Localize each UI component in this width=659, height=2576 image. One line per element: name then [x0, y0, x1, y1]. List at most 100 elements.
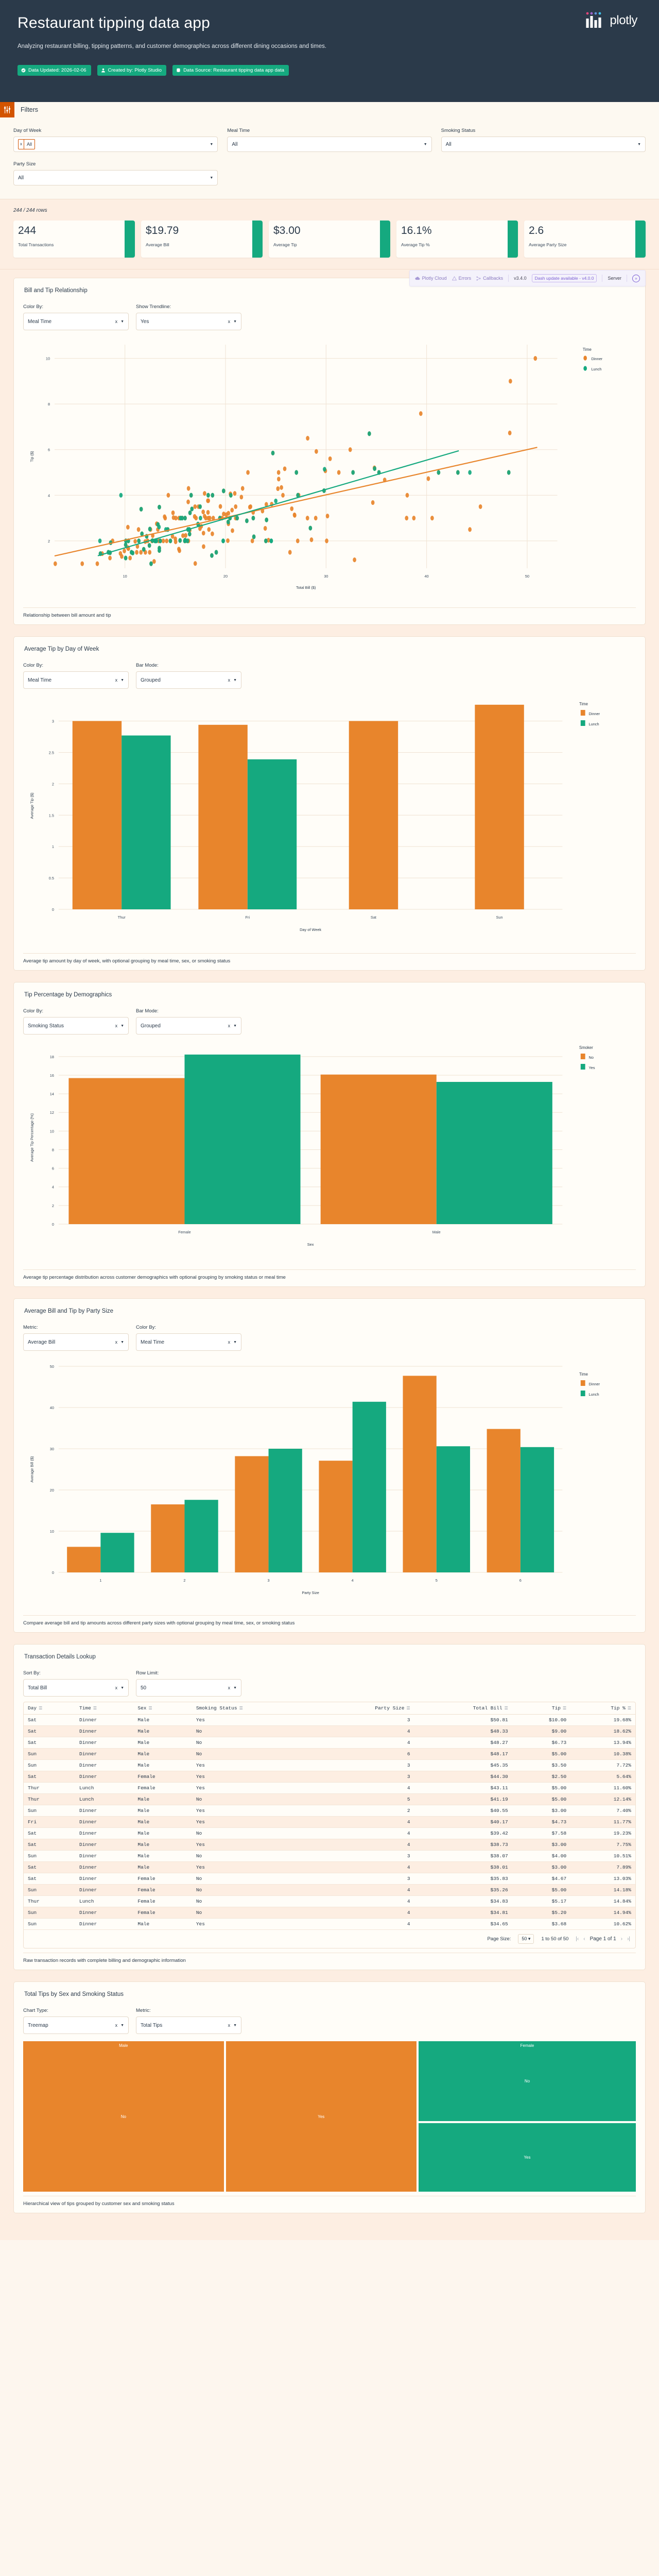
smoking-status-select[interactable]: All ▼: [441, 137, 646, 152]
errors-link[interactable]: Errors: [452, 276, 471, 281]
chevron-down-icon[interactable]: ▼: [120, 1340, 124, 1344]
column-filter-icon[interactable]: ☰: [406, 1706, 410, 1711]
dash-devtools-toolbar[interactable]: Plotly Cloud Errors Callbacks v3.4.0 Das…: [409, 270, 646, 286]
treemap-plot[interactable]: Male No Yes Female No Yes: [23, 2041, 636, 2192]
partysize-color-by-select[interactable]: Meal Time x ▼: [136, 1333, 241, 1351]
treemap-metric-select[interactable]: Total Tips x ▼: [136, 2016, 241, 2034]
table-row[interactable]: Thur Lunch Male No 5 $41.19 $5.00 12.14%: [24, 1793, 635, 1805]
table-row[interactable]: Sat Dinner Female No 3 $35.83 $4.67 13.03%: [24, 1873, 635, 1885]
table-row[interactable]: Sat Dinner Male Yes 4 $38.73 $3.00 7.75%: [24, 1839, 635, 1851]
tippct-bar-mode-select[interactable]: Grouped x ▼: [136, 1017, 241, 1035]
column-filter-icon[interactable]: ☰: [239, 1706, 243, 1711]
clear-icon[interactable]: x: [228, 1340, 231, 1345]
table-header-time[interactable]: Time ☰: [75, 1702, 134, 1715]
treemap-tile-male-yes[interactable]: Yes: [226, 2041, 417, 2192]
devtools-server-label[interactable]: Server: [608, 276, 621, 281]
last-page-icon[interactable]: ›|: [627, 1936, 630, 1942]
scatter-plot[interactable]: 2 4 6 8 10 10 20 30 40 50 Total Bill ($) Tip ($) Tim…: [23, 335, 636, 603]
scatter-color-by-select[interactable]: Meal Time x ▼: [23, 313, 129, 330]
partysize-metric-select[interactable]: Average Bill x ▼: [23, 1333, 129, 1351]
chevron-down-icon[interactable]: ▼: [210, 176, 214, 180]
treemap-tile-male-no[interactable]: Male No: [23, 2041, 224, 2192]
table-header-smoking-status[interactable]: Smoking Status ☰: [192, 1702, 317, 1715]
chevron-down-icon[interactable]: ▼: [120, 319, 124, 324]
chevron-down-icon[interactable]: ▼: [120, 678, 124, 682]
column-filter-icon[interactable]: ☰: [148, 1706, 152, 1711]
scatter-trendline-select[interactable]: Yes x ▼: [136, 313, 241, 330]
devtools-collapse-icon[interactable]: »: [632, 274, 640, 282]
clear-icon[interactable]: x: [115, 319, 118, 324]
table-header-sex[interactable]: Sex ☰: [133, 1702, 192, 1715]
first-page-icon[interactable]: |‹: [576, 1936, 579, 1942]
chevron-down-icon[interactable]: ▼: [233, 678, 237, 682]
plotly-cloud-link[interactable]: Plotly Cloud: [415, 276, 447, 281]
table-row[interactable]: Fri Dinner Male Yes 4 $40.17 $4.73 11.77%: [24, 1816, 635, 1828]
treemap-chart-type-select[interactable]: Treemap x ▼: [23, 2016, 129, 2034]
table-header-tip-[interactable]: Tip % ☰: [570, 1702, 635, 1715]
bar-plot-party-size[interactable]: 0 10 20 30 40 50 1 2 3 4 5 6 Party Size Average Bill …: [23, 1356, 636, 1611]
treemap-tile-female-no[interactable]: Female No: [418, 2041, 636, 2121]
clear-icon[interactable]: x: [115, 1023, 118, 1028]
tipday-color-by-select[interactable]: Meal Time x ▼: [23, 671, 129, 689]
chevron-down-icon[interactable]: ▼: [120, 1686, 124, 1690]
table-row[interactable]: Sat Dinner Male No 4 $39.42 $7.58 19.23%: [24, 1827, 635, 1839]
clear-icon[interactable]: x: [228, 677, 231, 683]
column-filter-icon[interactable]: ☰: [627, 1706, 631, 1711]
table-row[interactable]: Sun Dinner Female No 4 $35.26 $5.00 14.18%: [24, 1884, 635, 1896]
table-row[interactable]: Sun Dinner Male Yes 4 $34.65 $3.68 10.62%: [24, 1918, 635, 1930]
table-row[interactable]: Sun Dinner Male No 3 $38.07 $4.00 10.51%: [24, 1850, 635, 1862]
tippct-color-by-select[interactable]: Smoking Status x ▼: [23, 1017, 129, 1035]
column-filter-icon[interactable]: ☰: [504, 1706, 508, 1711]
clear-icon[interactable]: x: [228, 319, 231, 324]
clear-icon[interactable]: x: [228, 1685, 231, 1690]
tipday-bar-mode-select[interactable]: Grouped x ▼: [136, 671, 241, 689]
table-header-total-bill[interactable]: Total Bill ☰: [414, 1702, 512, 1715]
dash-update-notice[interactable]: Dash update available - v4.0.0: [531, 274, 597, 282]
meal-time-select[interactable]: All ▼: [227, 137, 432, 152]
bar-plot-tip-by-day[interactable]: 0 0.5 1 1.5 2 2.5 3 Thur Fri Sat Sun Day of Week Ave…: [23, 694, 636, 949]
column-filter-icon[interactable]: ☰: [93, 1706, 97, 1711]
treemap-group-male[interactable]: Male No Yes: [23, 2041, 417, 2192]
chevron-down-icon[interactable]: ▼: [120, 1024, 124, 1028]
table-row[interactable]: Sun Dinner Male No 6 $48.17 $5.00 10.38%: [24, 1748, 635, 1760]
clear-icon[interactable]: x: [228, 2023, 231, 2028]
prev-page-icon[interactable]: ‹: [583, 1936, 585, 1942]
selected-chip[interactable]: x All: [18, 139, 36, 149]
treemap-group-female[interactable]: Female No Yes: [418, 2041, 636, 2192]
table-row[interactable]: Sat Dinner Male Yes 3 $50.81 $10.00 19.68%: [24, 1714, 635, 1726]
chip-remove-icon[interactable]: x: [19, 140, 24, 149]
chevron-down-icon[interactable]: ▼: [233, 319, 237, 324]
column-filter-icon[interactable]: ☰: [562, 1706, 567, 1711]
chevron-down-icon[interactable]: ▼: [210, 142, 214, 146]
party-size-select[interactable]: All ▼: [13, 170, 218, 185]
table-row[interactable]: Sun Dinner Male Yes 2 $40.55 $3.00 7.40%: [24, 1805, 635, 1817]
chevron-down-icon[interactable]: ▼: [233, 1340, 237, 1344]
table-row[interactable]: Sat Dinner Male No 4 $48.33 $9.00 18.62%: [24, 1725, 635, 1737]
clear-icon[interactable]: x: [228, 1023, 231, 1028]
callbacks-link[interactable]: Callbacks: [476, 276, 503, 281]
table-row[interactable]: Sat Dinner Female Yes 3 $44.30 $2.50 5.64%: [24, 1771, 635, 1783]
column-filter-icon[interactable]: ☰: [39, 1706, 43, 1711]
clear-icon[interactable]: x: [115, 1340, 118, 1345]
table-row[interactable]: Sun Dinner Female No 4 $34.81 $5.20 14.94%: [24, 1907, 635, 1919]
chevron-down-icon[interactable]: ▼: [423, 142, 427, 146]
table-row[interactable]: Sun Dinner Male Yes 3 $45.35 $3.50 7.72%: [24, 1759, 635, 1771]
clear-icon[interactable]: x: [115, 677, 118, 683]
table-header-party-size[interactable]: Party Size ☰: [316, 1702, 414, 1715]
chevron-down-icon[interactable]: ▼: [120, 2023, 124, 2027]
table-row-limit-select[interactable]: 50 x ▼: [136, 1679, 241, 1697]
chevron-down-icon[interactable]: ▼: [233, 1024, 237, 1028]
table-header-tip[interactable]: Tip ☰: [512, 1702, 571, 1715]
day-of-week-select[interactable]: x All ▼: [13, 137, 218, 152]
bar-plot-tip-pct[interactable]: 0 2 4 6 8 10 12 14 16 18 Female Male Sex Average Tip …: [23, 1040, 636, 1265]
table-header-day[interactable]: Day ☰: [24, 1702, 75, 1715]
next-page-icon[interactable]: ›: [620, 1936, 623, 1942]
table-row[interactable]: Thur Lunch Female Yes 4 $43.11 $5.00 11.60%: [24, 1782, 635, 1794]
page-size-select[interactable]: 50 ▾: [518, 1934, 534, 1944]
chevron-down-icon[interactable]: ▼: [233, 2023, 237, 2027]
treemap-tile-female-yes[interactable]: Yes: [418, 2123, 636, 2192]
clear-icon[interactable]: x: [115, 2023, 118, 2028]
clear-icon[interactable]: x: [115, 1685, 118, 1690]
chevron-down-icon[interactable]: ▼: [233, 1686, 237, 1690]
table-row[interactable]: Sat Dinner Male No 4 $48.27 $6.73 13.94%: [24, 1737, 635, 1749]
